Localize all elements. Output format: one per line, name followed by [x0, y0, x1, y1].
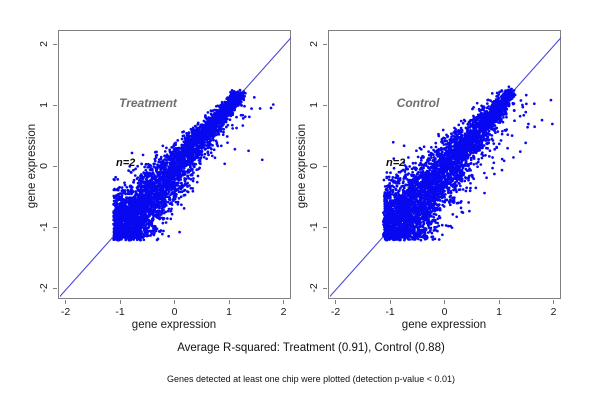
treatment-panel: Treatment n=2 gene expression gene expre… [26, 30, 291, 331]
x-tick-mark [553, 300, 554, 304]
caption-r-squared: Average R-squared: Treatment (0.91), Con… [177, 342, 445, 354]
y-tick-mark [323, 226, 327, 228]
y-tick-label: 2 [308, 41, 320, 47]
x-tick-label: 2 [280, 306, 287, 318]
x-tick-label: 2 [550, 306, 557, 318]
y-tick-label: -2 [308, 283, 320, 293]
y-tick-mark [53, 287, 57, 289]
treatment-n-annotation: n=2 [116, 157, 136, 169]
y-tick-label: 0 [308, 163, 320, 169]
x-tick-label: 0 [171, 306, 178, 318]
y-tick-mark [53, 104, 57, 106]
treatment-scatter-canvas [60, 32, 291, 299]
x-tick-mark [119, 300, 121, 304]
treatment-title-label: Treatment [119, 96, 177, 110]
x-tick-mark [228, 300, 230, 304]
y-tick-label: 1 [308, 102, 320, 108]
y-tick-mark [53, 226, 57, 228]
treatment-plot-frame [58, 30, 291, 299]
x-tick-mark [444, 300, 445, 304]
control-panel: Control n=2 gene expression gene express… [296, 30, 561, 331]
x-tick-label: 1 [496, 306, 502, 318]
x-tick-label: -2 [330, 306, 341, 318]
x-tick-label: -1 [115, 306, 125, 318]
y-tick-mark [323, 104, 327, 106]
y-tick-label: 2 [38, 41, 50, 47]
x-tick-label: 0 [441, 306, 448, 318]
y-tick-mark [323, 165, 327, 167]
y-tick-mark [323, 287, 327, 289]
control-x-axis-label: gene expression [401, 319, 487, 331]
y-tick-label: -2 [38, 283, 50, 293]
x-tick-mark [389, 300, 391, 304]
x-tick-mark [335, 300, 336, 304]
control-title-label: Control [396, 96, 440, 110]
y-tick-label: 1 [38, 102, 50, 108]
y-tick-label: -1 [38, 222, 50, 232]
x-tick-label: -1 [385, 306, 395, 318]
x-tick-mark [174, 300, 175, 304]
x-tick-label: 1 [226, 306, 232, 318]
x-tick-label: -2 [60, 306, 71, 318]
treatment-y-axis-label: gene expression [26, 123, 38, 209]
y-tick-label: 0 [38, 163, 50, 169]
control-y-axis-label: gene expression [296, 123, 308, 209]
caption-detection-note: Genes detected at least one chip were pl… [167, 374, 455, 384]
x-tick-mark [498, 300, 500, 304]
treatment-x-axis-label: gene expression [131, 319, 217, 331]
y-tick-mark [323, 43, 327, 45]
control-scatter-canvas [330, 32, 561, 299]
control-n-annotation: n=2 [386, 157, 406, 169]
x-tick-mark [65, 300, 66, 304]
y-tick-mark [53, 43, 57, 45]
y-tick-label: -1 [308, 222, 320, 232]
y-tick-mark [53, 165, 57, 167]
control-plot-frame [328, 30, 561, 299]
x-tick-mark [283, 300, 284, 304]
